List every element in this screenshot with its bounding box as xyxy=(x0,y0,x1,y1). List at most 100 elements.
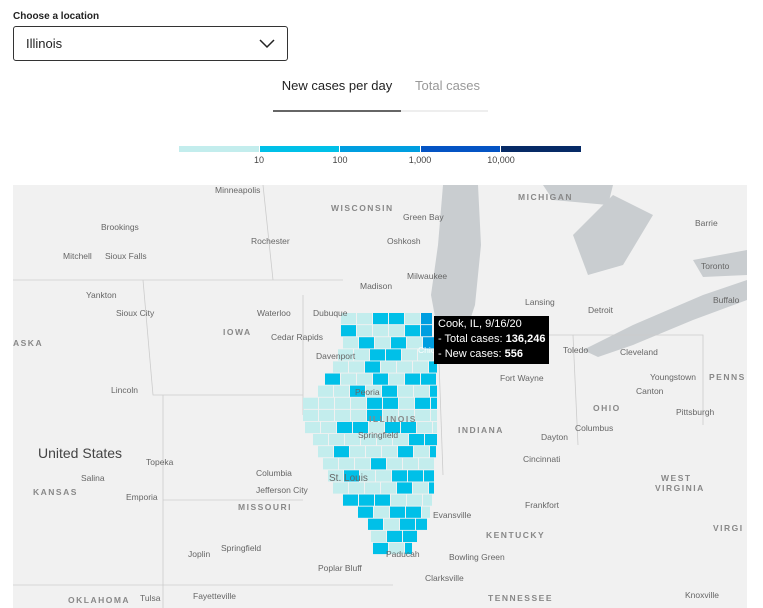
county[interactable] xyxy=(371,458,386,470)
county[interactable] xyxy=(421,325,432,337)
county[interactable] xyxy=(415,397,430,409)
county[interactable] xyxy=(429,482,434,494)
county[interactable] xyxy=(408,470,423,482)
county[interactable] xyxy=(389,313,404,325)
county[interactable] xyxy=(361,434,376,446)
county[interactable] xyxy=(357,325,372,337)
county[interactable] xyxy=(423,494,432,506)
county[interactable] xyxy=(343,337,358,349)
county[interactable] xyxy=(431,397,437,409)
county[interactable] xyxy=(318,385,333,397)
county[interactable] xyxy=(433,421,437,434)
county[interactable] xyxy=(367,397,382,409)
illinois-counties[interactable] xyxy=(303,313,437,555)
county[interactable] xyxy=(392,470,407,482)
county[interactable] xyxy=(338,349,353,361)
county[interactable] xyxy=(366,385,381,397)
county[interactable] xyxy=(414,385,429,397)
county[interactable] xyxy=(341,325,356,337)
county[interactable] xyxy=(430,446,436,458)
county[interactable] xyxy=(425,434,437,446)
county[interactable] xyxy=(365,361,380,373)
county[interactable] xyxy=(319,409,334,421)
county[interactable] xyxy=(351,409,366,421)
county[interactable] xyxy=(403,458,418,470)
county[interactable] xyxy=(409,434,424,446)
county[interactable] xyxy=(399,409,414,421)
county[interactable] xyxy=(337,421,352,434)
county[interactable] xyxy=(360,470,375,482)
county[interactable] xyxy=(418,349,433,361)
county-map[interactable]: Minneapolis WISCONSIN MICHIGAN Brookings… xyxy=(13,185,747,608)
county[interactable] xyxy=(341,373,356,385)
county[interactable] xyxy=(341,313,356,325)
county[interactable] xyxy=(303,397,318,409)
county[interactable] xyxy=(375,337,390,349)
county[interactable] xyxy=(373,542,388,555)
county[interactable] xyxy=(401,421,416,434)
county[interactable] xyxy=(405,325,420,337)
county[interactable] xyxy=(376,470,391,482)
county[interactable] xyxy=(355,458,370,470)
county[interactable] xyxy=(430,385,437,397)
county[interactable] xyxy=(389,373,404,385)
county[interactable] xyxy=(429,361,437,373)
county[interactable] xyxy=(398,385,413,397)
county[interactable] xyxy=(386,349,401,361)
county[interactable] xyxy=(403,530,417,542)
county[interactable] xyxy=(370,349,385,361)
county[interactable] xyxy=(328,470,343,482)
county[interactable] xyxy=(385,421,400,434)
county[interactable] xyxy=(318,446,333,458)
county[interactable] xyxy=(391,494,406,506)
county[interactable] xyxy=(397,361,412,373)
county[interactable] xyxy=(366,446,381,458)
county[interactable] xyxy=(359,494,374,506)
county[interactable] xyxy=(350,385,365,397)
county[interactable] xyxy=(382,446,397,458)
county[interactable] xyxy=(421,313,432,325)
county[interactable] xyxy=(351,397,366,409)
tab-total-cases[interactable]: Total cases xyxy=(415,78,481,93)
county[interactable] xyxy=(413,361,428,373)
county[interactable] xyxy=(305,421,320,434)
county[interactable] xyxy=(387,530,402,542)
county[interactable] xyxy=(303,409,318,421)
county[interactable] xyxy=(413,482,428,494)
county[interactable] xyxy=(357,373,372,385)
county[interactable] xyxy=(415,409,430,421)
county[interactable] xyxy=(407,494,422,506)
county[interactable] xyxy=(393,434,408,446)
county[interactable] xyxy=(421,373,436,385)
county[interactable] xyxy=(349,361,364,373)
county[interactable] xyxy=(349,482,364,494)
county[interactable] xyxy=(334,446,349,458)
county[interactable] xyxy=(345,434,360,446)
county[interactable] xyxy=(373,373,388,385)
county[interactable] xyxy=(389,542,404,555)
county[interactable] xyxy=(373,325,388,337)
county[interactable] xyxy=(381,361,396,373)
county[interactable] xyxy=(334,385,349,397)
county[interactable] xyxy=(367,409,382,421)
county[interactable] xyxy=(373,313,388,325)
county[interactable] xyxy=(371,530,386,542)
county[interactable] xyxy=(402,349,417,361)
county[interactable] xyxy=(365,482,380,494)
county[interactable] xyxy=(416,518,427,530)
county[interactable] xyxy=(399,397,414,409)
county[interactable] xyxy=(422,506,430,518)
county[interactable] xyxy=(389,325,404,337)
county[interactable] xyxy=(400,518,415,530)
county[interactable] xyxy=(406,506,421,518)
county[interactable] xyxy=(335,409,350,421)
county[interactable] xyxy=(391,337,406,349)
county[interactable] xyxy=(359,337,374,349)
county[interactable] xyxy=(383,397,398,409)
county[interactable] xyxy=(405,373,420,385)
county[interactable] xyxy=(354,349,369,361)
county[interactable] xyxy=(313,434,328,446)
county[interactable] xyxy=(381,482,396,494)
county[interactable] xyxy=(319,397,334,409)
county[interactable] xyxy=(321,421,336,434)
